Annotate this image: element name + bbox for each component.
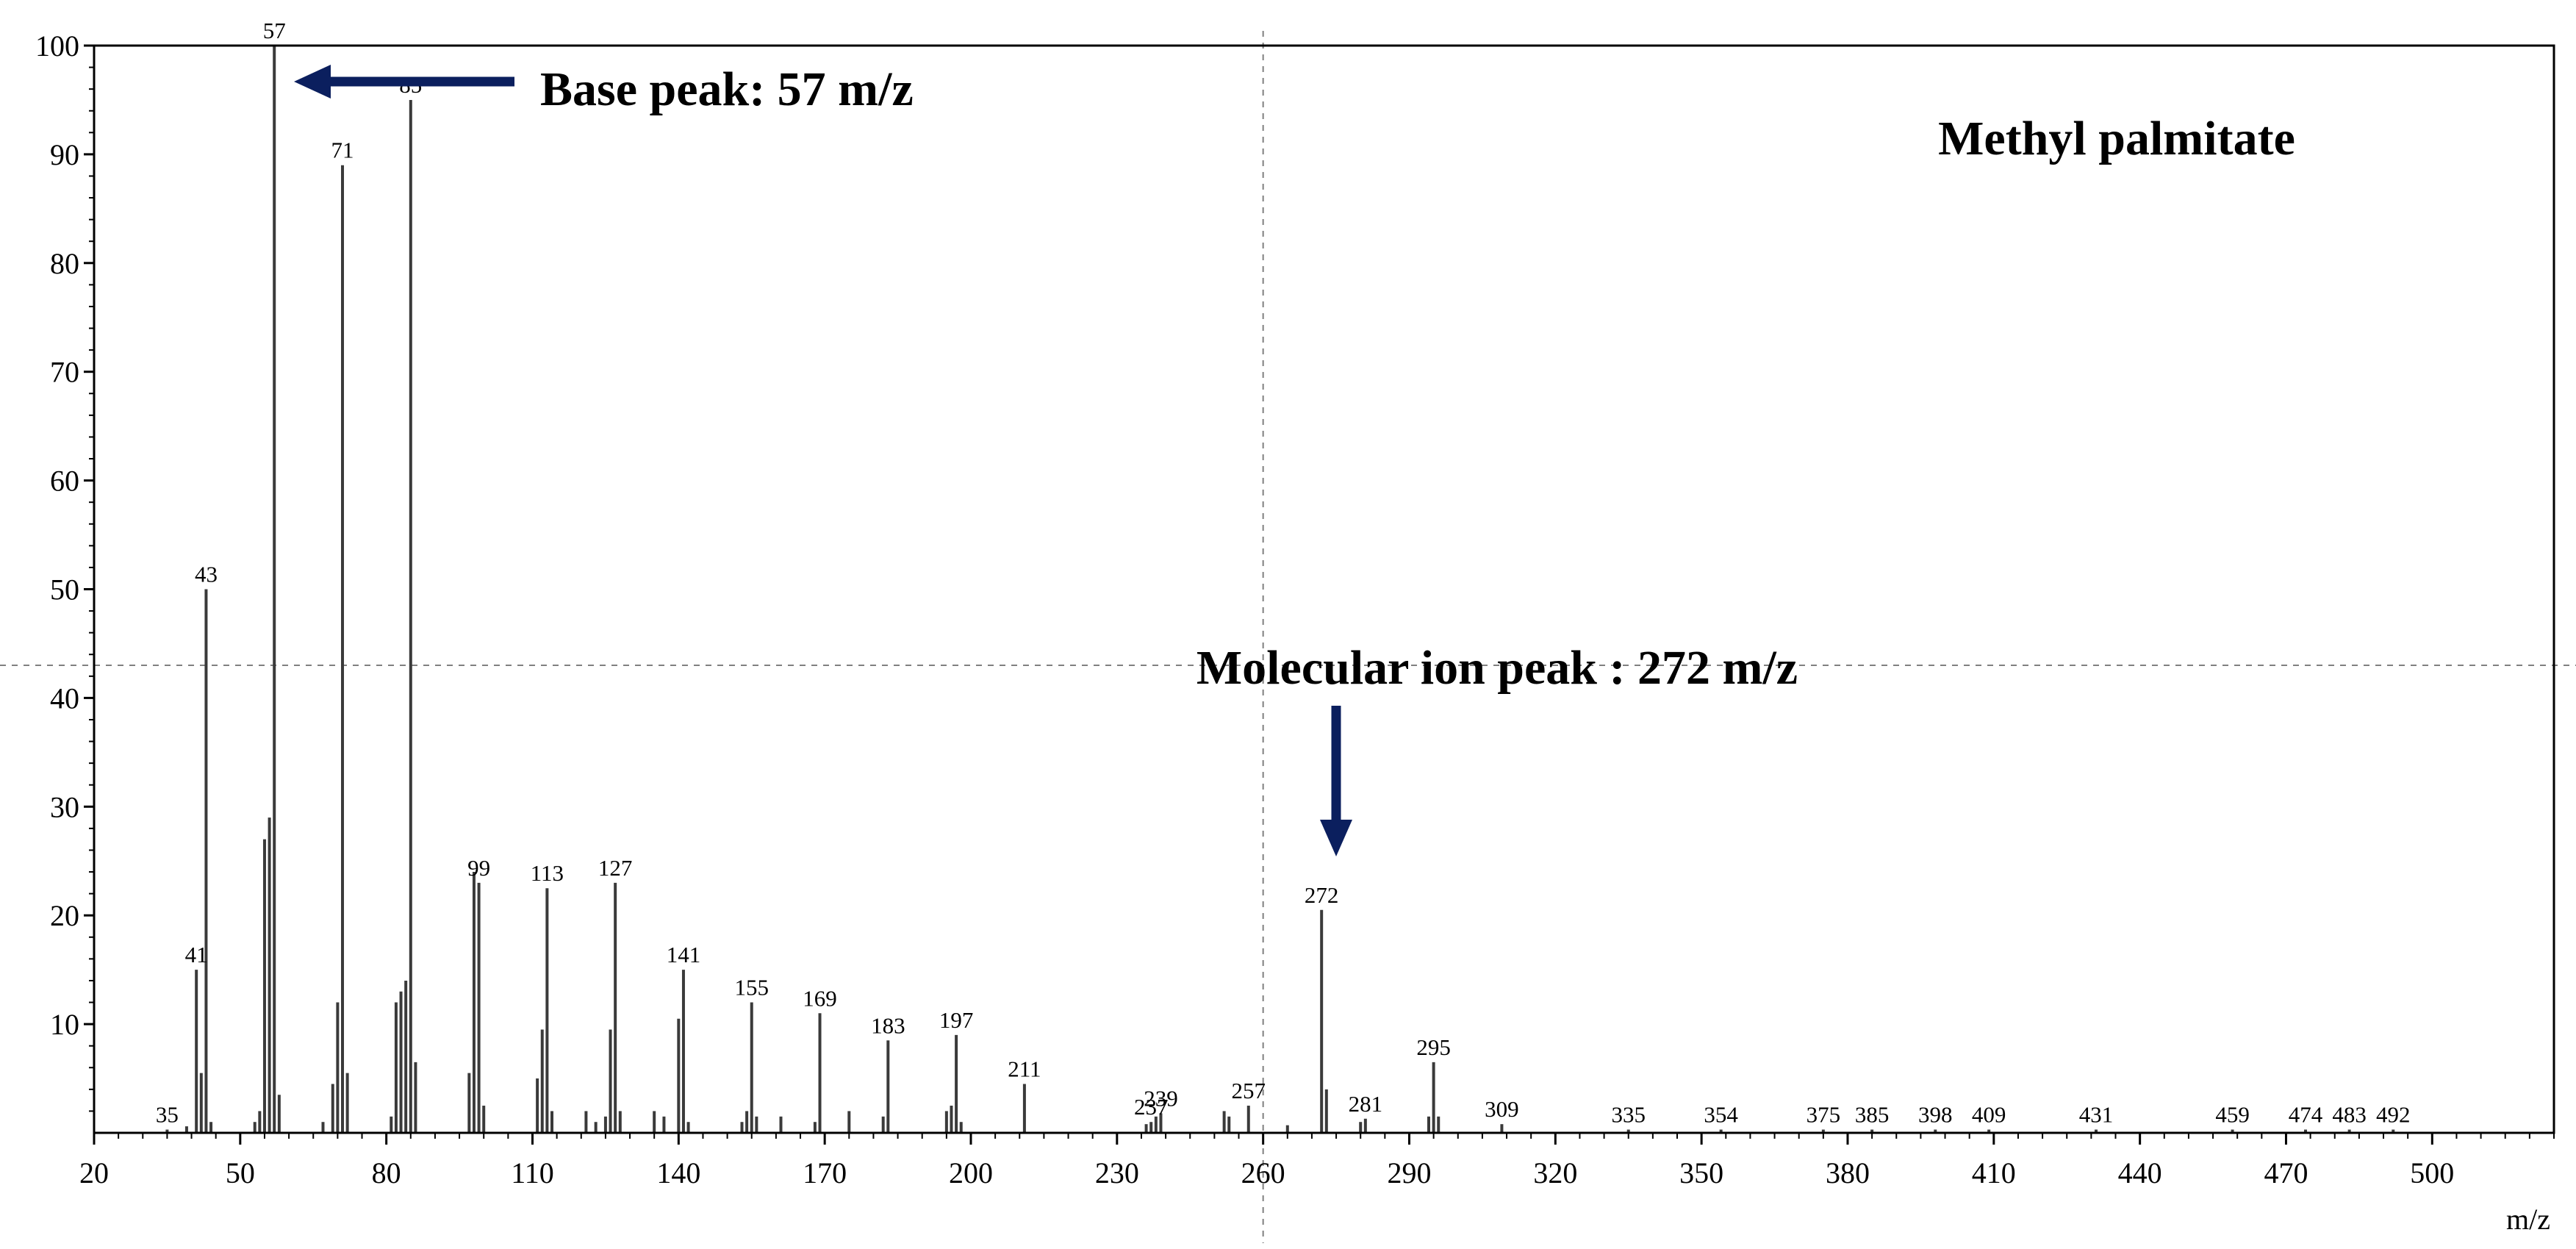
y-tick-label-30: 30 xyxy=(50,790,79,823)
peak-label-257: 257 xyxy=(1232,1078,1266,1103)
peak-label-492: 492 xyxy=(2376,1102,2411,1128)
peak-label-183: 183 xyxy=(871,1012,905,1038)
peak-label-398: 398 xyxy=(1918,1102,1953,1128)
peak-label-41: 41 xyxy=(185,942,208,967)
peak-label-43: 43 xyxy=(195,562,218,587)
peak-labels-layer: 3541435771859911312714115516918319721123… xyxy=(156,18,2411,1128)
peak-label-431: 431 xyxy=(2079,1102,2114,1128)
x-tick-label-230: 230 xyxy=(1095,1156,1139,1189)
y-tick-label-60: 60 xyxy=(50,465,79,498)
peak-label-99: 99 xyxy=(467,855,490,881)
peak-label-211: 211 xyxy=(1008,1056,1041,1081)
x-tick-label-50: 50 xyxy=(226,1156,255,1189)
x-tick-label-140: 140 xyxy=(656,1156,700,1189)
y-tick-label-50: 50 xyxy=(50,573,79,606)
peak-label-141: 141 xyxy=(667,942,701,967)
molecular-ion-label: Molecular ion peak : 272 m/z xyxy=(1196,641,1798,695)
x-tick-label-170: 170 xyxy=(803,1156,847,1189)
peak-label-272: 272 xyxy=(1305,882,1339,908)
peak-label-281: 281 xyxy=(1349,1091,1383,1117)
peak-label-113: 113 xyxy=(531,860,564,886)
peak-label-375: 375 xyxy=(1807,1102,1841,1128)
peak-label-354: 354 xyxy=(1704,1102,1738,1128)
x-tick-label-320: 320 xyxy=(1533,1156,1577,1189)
x-axis-unit-label: m/z xyxy=(2506,1203,2550,1236)
x-tick-label-200: 200 xyxy=(949,1156,993,1189)
x-tick-label-440: 440 xyxy=(2118,1156,2162,1189)
peak-label-309: 309 xyxy=(1485,1096,1519,1122)
x-tick-label-20: 20 xyxy=(79,1156,109,1189)
x-tick-label-260: 260 xyxy=(1241,1156,1285,1189)
peak-label-239: 239 xyxy=(1144,1085,1178,1111)
molecular-ion-annotation: Molecular ion peak : 272 m/z xyxy=(1196,641,1798,856)
y-tick-label-20: 20 xyxy=(50,899,79,932)
x-tick-label-80: 80 xyxy=(372,1156,401,1189)
peak-label-385: 385 xyxy=(1855,1102,1890,1128)
chart-title: Methyl palmitate xyxy=(1938,112,2295,165)
base-peak-label: Base peak: 57 m/z xyxy=(540,62,914,116)
x-tick-label-470: 470 xyxy=(2264,1156,2308,1189)
cursor-lines xyxy=(0,31,2576,1243)
y-axis: 10 20 30 40 50 60 70 80 90 100 xyxy=(35,29,94,1112)
peak-label-155: 155 xyxy=(734,975,769,1001)
plot-frame xyxy=(93,44,2555,1134)
peak-label-197: 197 xyxy=(939,1007,974,1033)
molecular-ion-arrow-head xyxy=(1320,820,1352,856)
peak-label-459: 459 xyxy=(2215,1102,2250,1128)
base-peak-annotation: Base peak: 57 m/z xyxy=(294,62,914,116)
peak-label-71: 71 xyxy=(331,137,354,163)
x-tick-label-110: 110 xyxy=(511,1156,554,1189)
peak-label-335: 335 xyxy=(1611,1102,1646,1128)
peak-label-409: 409 xyxy=(1972,1102,2006,1128)
x-tick-label-380: 380 xyxy=(1826,1156,1870,1189)
y-tick-label-70: 70 xyxy=(50,356,79,389)
base-peak-arrow-head xyxy=(294,65,331,99)
x-tick-label-350: 350 xyxy=(1679,1156,1723,1189)
x-tick-label-410: 410 xyxy=(1972,1156,2016,1189)
y-tick-label-80: 80 xyxy=(50,247,79,280)
peak-label-237: 237 xyxy=(1134,1094,1169,1120)
peak-label-474: 474 xyxy=(2289,1102,2323,1128)
y-tick-label-100: 100 xyxy=(35,29,79,62)
peak-label-35: 35 xyxy=(156,1102,179,1128)
peak-label-483: 483 xyxy=(2332,1102,2367,1128)
x-tick-label-500: 500 xyxy=(2410,1156,2454,1189)
peak-label-169: 169 xyxy=(803,985,837,1011)
x-axis: 20 50 80 110 140 170 200 230 260 290 320 350 380 410 4… xyxy=(79,1133,2555,1189)
x-tick-label-290: 290 xyxy=(1387,1156,1431,1189)
peak-label-57: 57 xyxy=(263,18,286,43)
y-tick-label-40: 40 xyxy=(50,681,79,715)
peaks-layer xyxy=(165,46,2395,1133)
y-tick-label-90: 90 xyxy=(50,138,79,171)
peak-label-295: 295 xyxy=(1416,1034,1451,1060)
peak-label-127: 127 xyxy=(598,855,633,881)
y-tick-label-10: 10 xyxy=(50,1008,79,1041)
